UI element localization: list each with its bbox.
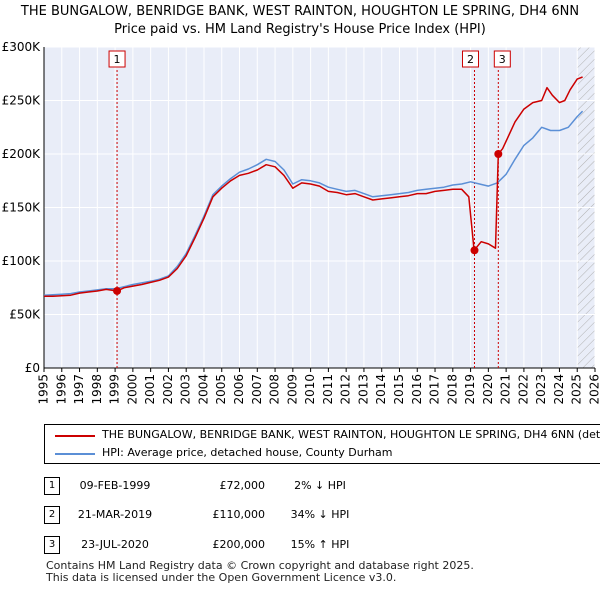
x-tick-label: 2003 xyxy=(179,374,193,405)
legend-item-hpi: HPI: Average price, detached house, Coun… xyxy=(45,445,600,463)
sale-hpi-diff: 2% ↓ HPI xyxy=(294,479,346,492)
x-tick-label: 2006 xyxy=(232,374,246,405)
x-tick-label: 2016 xyxy=(410,374,424,405)
sale-date: 09-FEB-1999 xyxy=(79,479,151,492)
sale-label: 2 xyxy=(467,53,474,66)
x-tick-label: 2026 xyxy=(588,374,600,405)
x-tick-label: 1995 xyxy=(37,374,51,405)
x-tick-label: 1996 xyxy=(54,374,68,405)
x-tick-label: 2012 xyxy=(339,374,353,405)
y-tick-label: £50K xyxy=(9,308,41,322)
y-tick-label: £250K xyxy=(2,94,42,108)
sale-label: 3 xyxy=(499,53,506,66)
x-tick-label: 2015 xyxy=(392,374,406,405)
x-tick-label: 2000 xyxy=(125,374,139,405)
x-tick-label: 2022 xyxy=(516,374,530,405)
x-tick-label: 2002 xyxy=(161,374,175,405)
sale-date: 23-JUL-2020 xyxy=(81,538,149,551)
x-tick-label: 2025 xyxy=(570,374,584,405)
legend-item-property: THE BUNGALOW, BENRIDGE BANK, WEST RAINTO… xyxy=(45,427,600,445)
x-tick-label: 2020 xyxy=(481,374,495,405)
y-tick-label: £200K xyxy=(2,147,42,161)
y-tick-label: £300K xyxy=(2,40,42,54)
sale-price: £72,000 xyxy=(219,479,266,492)
x-tick-label: 2004 xyxy=(196,374,210,405)
sale-price: £200,000 xyxy=(212,538,266,551)
sale-price: £110,000 xyxy=(212,508,266,521)
x-tick-label: 2014 xyxy=(374,374,388,405)
sales-table: 1 09-FEB-1999 £72,000 2% ↓ HPI 2 21-MAR-… xyxy=(0,470,600,560)
x-tick-label: 1997 xyxy=(72,374,86,405)
sale-label-box xyxy=(493,50,511,68)
price-chart: £0 £50K £100K £150K £200K £250K £300K 1995 1996 1… xyxy=(2,40,600,405)
table-row: 2 21-MAR-2019 £110,000 34% ↓ HPI xyxy=(0,506,600,526)
footer-licence: This data is licensed under the Open Gov… xyxy=(46,571,397,584)
x-tick-label: 2011 xyxy=(321,374,335,405)
table-row: 3 23-JUL-2020 £200,000 15% ↑ HPI xyxy=(0,536,600,556)
x-tick-label: 2005 xyxy=(214,374,228,405)
sale-hpi-diff: 34% ↓ HPI xyxy=(290,508,350,521)
x-tick-label: 2007 xyxy=(250,374,264,405)
x-tick-label: 2010 xyxy=(303,374,317,405)
x-tick-label: 2024 xyxy=(552,374,566,405)
sale-number: 2 xyxy=(44,506,60,524)
sale-point xyxy=(113,286,122,295)
table-row: 1 09-FEB-1999 £72,000 2% ↓ HPI xyxy=(0,477,600,497)
sale-number: 1 xyxy=(44,477,60,495)
legend: THE BUNGALOW, BENRIDGE BANK, WEST RAINTO… xyxy=(44,424,600,464)
chart-title: THE BUNGALOW, BENRIDGE BANK, WEST RAINTO… xyxy=(20,4,580,19)
legend-line-property xyxy=(55,435,95,437)
x-tick-label: 2018 xyxy=(445,374,459,405)
x-tick-label: 2021 xyxy=(499,374,513,405)
sale-label-box xyxy=(108,50,126,68)
property-price-line xyxy=(44,76,583,298)
sale-label: 1 xyxy=(114,53,121,66)
sale-point xyxy=(494,150,503,158)
legend-label-hpi: HPI: Average price, detached house, Coun… xyxy=(102,446,393,459)
x-tick-label: 1998 xyxy=(90,374,104,405)
x-tick-label: 2023 xyxy=(534,374,548,405)
legend-label-property: THE BUNGALOW, BENRIDGE BANK, WEST RAINTO… xyxy=(102,428,600,441)
y-tick-label: £0 xyxy=(25,361,40,375)
x-tick-label: 2008 xyxy=(268,374,282,405)
x-tick-label: 2013 xyxy=(356,374,370,405)
x-tick-label: 1999 xyxy=(108,374,122,405)
sale-date: 21-MAR-2019 xyxy=(77,508,153,521)
x-tick-label: 2009 xyxy=(285,374,299,405)
x-tick-label: 2017 xyxy=(428,374,442,405)
legend-line-hpi xyxy=(55,453,95,455)
sale-label-box xyxy=(461,50,479,68)
x-tick-label: 2001 xyxy=(143,374,157,405)
footer-copyright: Contains HM Land Registry data © Crown c… xyxy=(46,559,474,572)
y-tick-label: £100K xyxy=(2,254,42,268)
sale-number: 3 xyxy=(44,536,60,554)
chart-subtitle: Price paid vs. HM Land Registry's House … xyxy=(114,22,486,37)
hpi-line xyxy=(43,110,584,296)
y-tick-label: £150K xyxy=(2,201,42,215)
footer: Contains HM Land Registry data © Crown c… xyxy=(46,560,474,584)
sale-hpi-diff: 15% ↑ HPI xyxy=(290,538,350,551)
x-tick-label: 2019 xyxy=(463,374,477,405)
sale-point xyxy=(470,246,479,255)
